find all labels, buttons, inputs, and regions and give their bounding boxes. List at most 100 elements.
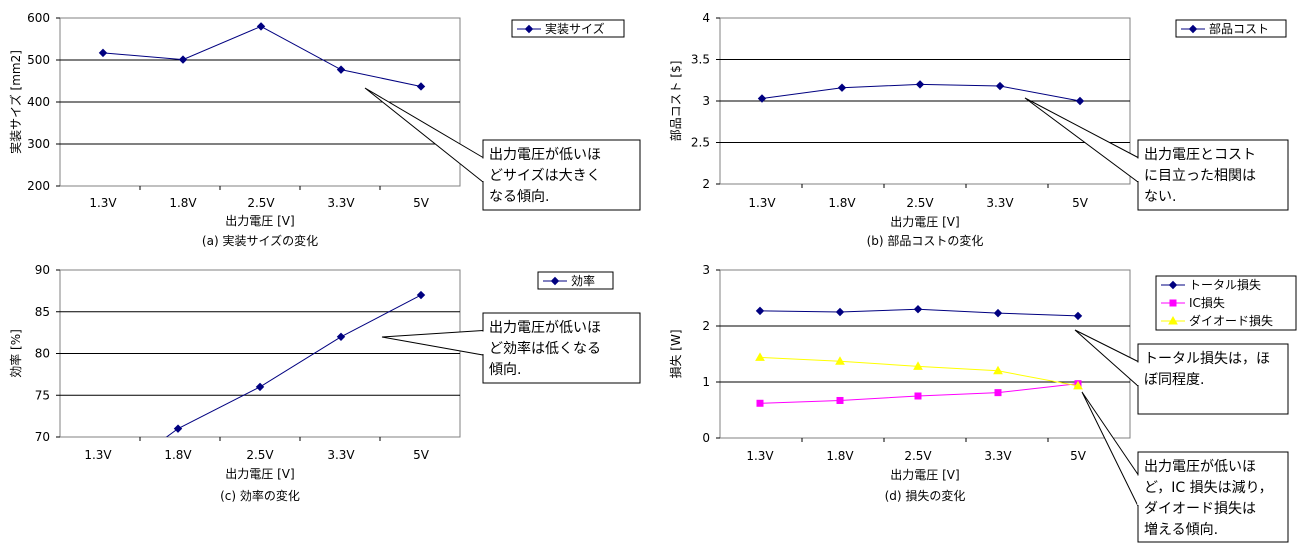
y-axis-label: 効率 [%] bbox=[8, 329, 23, 378]
data-point bbox=[993, 365, 1003, 375]
chart-d: 3 2 1 0 1.3V 1.8V 2.5V 3.3V 5V 出力電圧 [V] 損失 [W] (d) … bbox=[668, 263, 1297, 543]
data-point bbox=[837, 83, 847, 92]
y-tick-label: 3 bbox=[702, 94, 710, 108]
x-tick-label: 2.5V bbox=[247, 196, 275, 210]
x-tick-label: 5V bbox=[413, 196, 430, 210]
x-tick-label: 3.3V bbox=[984, 449, 1012, 463]
callout-text: に目立った相関は bbox=[1144, 168, 1256, 184]
callout-text: ない. bbox=[1144, 189, 1176, 205]
x-tick-label: 1.3V bbox=[746, 449, 774, 463]
callout-text: 出力電圧が低いほ bbox=[1144, 459, 1256, 475]
chart-c: 90 85 80 75 70 1.3V 1.8V 2.5V 3.3V 5V 出力電圧 [V] 効率 [… bbox=[8, 263, 641, 503]
data-point bbox=[256, 22, 266, 31]
x-axis-label: 出力電圧 [V] bbox=[890, 468, 959, 482]
legend-label: ダイオード損失 bbox=[1189, 313, 1273, 328]
chart-b: 4 3.5 3 2.5 2 1.3V 1.8V 2.5V 3.3V 5V 出力電圧 [V] 部品コスト… bbox=[668, 11, 1289, 248]
data-point bbox=[173, 424, 183, 433]
y-axis-label: 損失 [W] bbox=[668, 329, 683, 378]
x-tick-label: 2.5V bbox=[246, 448, 274, 462]
y-tick-label: 85 bbox=[35, 305, 50, 319]
legend-label: トータル損失 bbox=[1189, 277, 1261, 292]
callout-box bbox=[482, 139, 641, 211]
data-point bbox=[913, 361, 923, 370]
data-point bbox=[915, 80, 925, 89]
y-tick-label: 90 bbox=[35, 263, 50, 277]
x-tick-label: 1.8V bbox=[169, 196, 197, 210]
y-tick-label: 400 bbox=[27, 95, 50, 109]
legend-swatch-marker bbox=[1168, 280, 1178, 290]
data-point bbox=[755, 352, 765, 361]
data-point bbox=[913, 304, 923, 314]
callout-box bbox=[1137, 451, 1289, 543]
y-tick-label: 300 bbox=[27, 137, 50, 151]
legend-swatch-marker bbox=[1169, 299, 1177, 307]
y-tick-label: 75 bbox=[35, 388, 50, 402]
x-axis-label: 出力電圧 [V] bbox=[225, 214, 294, 228]
callout-text: トータル損失は，ほ bbox=[1144, 351, 1270, 367]
x-tick-label: 1.3V bbox=[84, 448, 112, 462]
y-tick-label: 2 bbox=[702, 177, 710, 191]
chart-caption: (d) 損失の変化 bbox=[885, 488, 966, 503]
y-tick-label: 70 bbox=[35, 430, 50, 444]
data-point bbox=[835, 307, 845, 317]
callout-text: 出力電圧とコスト bbox=[1144, 147, 1256, 163]
chart-caption: (c) 効率の変化 bbox=[220, 488, 300, 503]
chart-a: 600 500 400 300 200 1.3V 1.8V 2.5V 3.3V 5V 出力電圧 [V… bbox=[8, 11, 641, 248]
callout-text: ど効率は低くなる bbox=[489, 340, 601, 357]
callout-text: 出力電圧が低いほ bbox=[489, 320, 601, 336]
legend-swatch-marker bbox=[1168, 315, 1178, 325]
x-tick-label: 1.8V bbox=[826, 449, 854, 463]
callout-text: 増える傾向. bbox=[1144, 522, 1218, 538]
data-point bbox=[336, 332, 346, 342]
y-tick-label: 200 bbox=[27, 179, 50, 193]
series-group bbox=[95, 290, 426, 491]
x-tick-label: 3.3V bbox=[986, 196, 1014, 210]
x-tick-label: 1.8V bbox=[164, 448, 192, 462]
chart-caption: (b) 部品コストの変化 bbox=[867, 233, 984, 248]
y-tick-label: 2.5 bbox=[691, 136, 710, 150]
charts-root: 600 500 400 300 200 1.3V 1.8V 2.5V 3.3V 5V 出力電圧 [V… bbox=[8, 11, 1297, 543]
data-point bbox=[416, 82, 426, 91]
x-tick-label: 5V bbox=[1072, 196, 1089, 210]
legend-box bbox=[511, 19, 625, 38]
y-tick-label: 4 bbox=[702, 11, 710, 25]
data-point bbox=[993, 308, 1003, 318]
x-tick-label: 3.3V bbox=[327, 196, 355, 210]
legend: 効率 bbox=[537, 271, 614, 290]
data-point bbox=[416, 290, 426, 300]
data-point bbox=[836, 396, 844, 404]
y-tick-label: 3 bbox=[702, 263, 710, 277]
data-point bbox=[995, 81, 1005, 91]
chart-caption: (a) 実装サイズの変化 bbox=[202, 233, 318, 248]
y-tick-label: 1 bbox=[702, 375, 710, 389]
y-tick-label: 600 bbox=[27, 11, 50, 25]
data-point bbox=[757, 94, 767, 103]
x-tick-label: 1.8V bbox=[828, 196, 856, 210]
x-tick-label: 2.5V bbox=[904, 449, 932, 463]
legend-label: IC損失 bbox=[1189, 295, 1225, 310]
y-axis-label: 実装サイズ [mm2] bbox=[8, 50, 23, 154]
data-point bbox=[1075, 96, 1085, 106]
callout-text: 出力電圧が低いほ bbox=[489, 147, 601, 163]
callout-text: ダイオード損失は bbox=[1144, 501, 1256, 517]
legend-label: 実装サイズ bbox=[545, 21, 605, 36]
series-group bbox=[757, 80, 1085, 106]
data-point bbox=[336, 65, 346, 74]
legend-label: 効率 bbox=[571, 273, 595, 288]
plot-area bbox=[719, 269, 1131, 439]
callout-text: ど，IC 損失は減り， bbox=[1144, 479, 1273, 496]
data-point bbox=[255, 382, 265, 392]
x-tick-label: 1.3V bbox=[89, 196, 117, 210]
y-tick-label: 80 bbox=[35, 347, 50, 361]
callout-text: ぼ同程度. bbox=[1144, 372, 1204, 388]
data-point bbox=[994, 389, 1002, 397]
data-point bbox=[95, 484, 102, 491]
y-tick-label: 3.5 bbox=[691, 53, 710, 67]
legend-swatch-marker bbox=[550, 276, 560, 286]
